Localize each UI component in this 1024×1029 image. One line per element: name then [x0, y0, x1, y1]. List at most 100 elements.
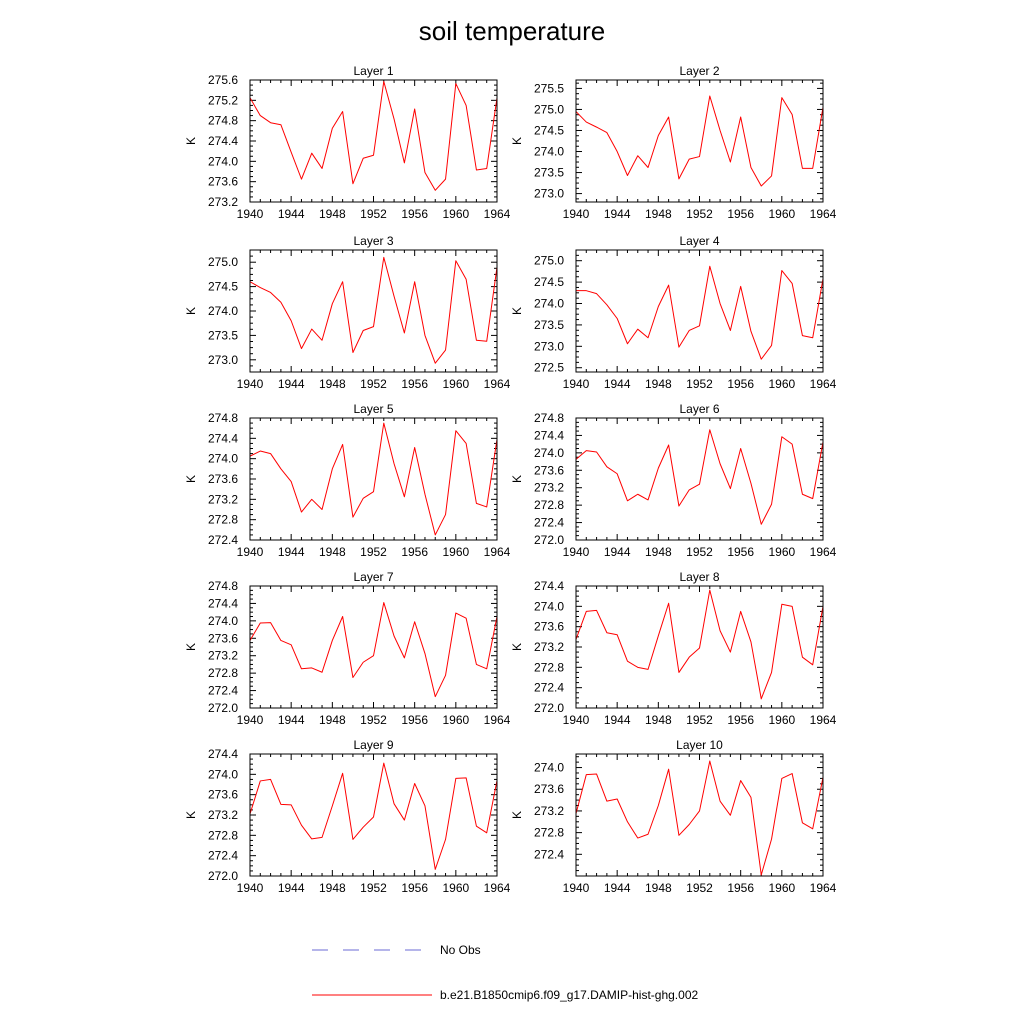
- x-tick-label: 1964: [810, 545, 837, 559]
- y-axis-label: K: [184, 811, 198, 819]
- panel-title: Layer 4: [679, 234, 719, 248]
- x-tick-label: 1964: [810, 881, 837, 895]
- x-tick-label: 1964: [484, 545, 511, 559]
- y-axis-label: K: [184, 137, 198, 145]
- panels: Layer 1 K 1940 1944 1948 1952 1956 1960 1964 273.…: [184, 64, 837, 895]
- x-tick-label: 1952: [686, 377, 713, 391]
- x-tick-label: 1960: [442, 545, 469, 559]
- x-tick-label: 1960: [768, 545, 795, 559]
- plot-frame: [575, 79, 824, 203]
- x-tick-label: 1956: [727, 545, 754, 559]
- y-tick-label: 274.0: [208, 154, 238, 168]
- series-line: [575, 589, 824, 700]
- panel-title: Layer 8: [679, 570, 719, 584]
- x-tick-label: 1964: [810, 207, 837, 221]
- x-tick-label: 1964: [810, 713, 837, 727]
- x-tick-label: 1944: [278, 545, 305, 559]
- x-tick-label: 1944: [604, 207, 631, 221]
- x-tick-label: 1944: [604, 377, 631, 391]
- x-tick-label: 1964: [484, 377, 511, 391]
- y-tick-label: 274.5: [534, 275, 564, 289]
- x-tick-label: 1940: [237, 545, 264, 559]
- y-tick-label: 273.6: [534, 620, 564, 634]
- x-tick-label: 1956: [727, 713, 754, 727]
- y-axis-label: K: [510, 643, 524, 651]
- y-tick-label: 274.8: [208, 114, 238, 128]
- x-tick-label: 1956: [401, 881, 428, 895]
- x-tick-label: 1952: [360, 377, 387, 391]
- series-line: [249, 602, 498, 698]
- panel-title: Layer 5: [353, 402, 393, 416]
- y-tick-label: 273.0: [534, 339, 564, 353]
- x-tick-label: 1944: [278, 377, 305, 391]
- y-tick-label: 272.4: [534, 847, 564, 861]
- x-tick-label: 1940: [563, 377, 590, 391]
- x-tick-label: 1956: [401, 207, 428, 221]
- y-tick-label: 273.2: [208, 808, 238, 822]
- y-tick-label: 274.0: [534, 297, 564, 311]
- x-tick-label: 1960: [768, 881, 795, 895]
- x-tick-label: 1952: [360, 881, 387, 895]
- y-tick-label: 274.5: [208, 280, 238, 294]
- panel-layer-7: Layer 7 K 1940 1944 1948 1952 1956 1960 1964 272.…: [184, 570, 511, 727]
- plot-frame: [249, 249, 498, 373]
- x-tick-label: 1944: [278, 713, 305, 727]
- y-tick-label: 272.4: [534, 516, 564, 530]
- series-line: [575, 760, 824, 876]
- y-tick-label: 272.0: [534, 701, 564, 715]
- y-axis-label: K: [510, 307, 524, 315]
- x-tick-label: 1940: [237, 207, 264, 221]
- y-tick-label: 274.0: [534, 599, 564, 613]
- plot-frame: [249, 79, 498, 203]
- y-tick-label: 272.8: [208, 666, 238, 680]
- x-tick-label: 1940: [563, 713, 590, 727]
- panel-title: Layer 1: [353, 64, 393, 78]
- y-tick-label: 273.2: [208, 492, 238, 506]
- x-tick-label: 1940: [563, 545, 590, 559]
- x-tick-label: 1952: [686, 545, 713, 559]
- series-line: [249, 762, 498, 870]
- y-tick-label: 275.6: [208, 73, 238, 87]
- legend-entry-no-obs: No Obs: [312, 943, 481, 957]
- figure-title: soil temperature: [419, 16, 605, 46]
- y-tick-label: 274.0: [208, 452, 238, 466]
- y-tick-label: 272.4: [208, 684, 238, 698]
- y-tick-label: 273.6: [208, 631, 238, 645]
- x-tick-label: 1964: [484, 713, 511, 727]
- y-tick-label: 272.8: [208, 828, 238, 842]
- y-tick-label: 272.0: [208, 701, 238, 715]
- y-tick-label: 274.4: [208, 747, 238, 761]
- x-tick-label: 1948: [645, 545, 672, 559]
- x-tick-label: 1960: [442, 377, 469, 391]
- plot-frame: [249, 585, 498, 709]
- x-tick-label: 1956: [727, 881, 754, 895]
- y-tick-label: 274.0: [534, 761, 564, 775]
- legend-label-no-obs: No Obs: [440, 943, 481, 957]
- y-tick-label: 273.2: [534, 481, 564, 495]
- x-tick-label: 1940: [563, 207, 590, 221]
- panel-title: Layer 2: [679, 64, 719, 78]
- y-axis-label: K: [510, 475, 524, 483]
- x-tick-label: 1956: [727, 207, 754, 221]
- panel-layer-9: Layer 9 K 1940 1944 1948 1952 1956 1960 1964 272.…: [184, 738, 511, 895]
- x-tick-label: 1964: [484, 881, 511, 895]
- y-tick-label: 274.8: [534, 411, 564, 425]
- y-tick-label: 272.4: [208, 849, 238, 863]
- x-tick-label: 1948: [645, 881, 672, 895]
- x-tick-label: 1952: [686, 881, 713, 895]
- y-tick-label: 273.5: [208, 328, 238, 342]
- x-tick-label: 1960: [768, 207, 795, 221]
- x-tick-label: 1944: [604, 545, 631, 559]
- series-line: [575, 95, 824, 187]
- y-axis-label: K: [510, 811, 524, 819]
- y-tick-label: 273.2: [534, 640, 564, 654]
- panel-layer-2: Layer 2 K 1940 1944 1948 1952 1956 1960 1964 273.…: [510, 64, 837, 221]
- panel-layer-6: Layer 6 K 1940 1944 1948 1952 1956 1960 1964 272.…: [510, 402, 837, 559]
- y-axis-label: K: [510, 137, 524, 145]
- x-tick-label: 1948: [645, 377, 672, 391]
- x-tick-label: 1956: [401, 545, 428, 559]
- x-tick-label: 1948: [645, 207, 672, 221]
- y-tick-label: 275.0: [208, 255, 238, 269]
